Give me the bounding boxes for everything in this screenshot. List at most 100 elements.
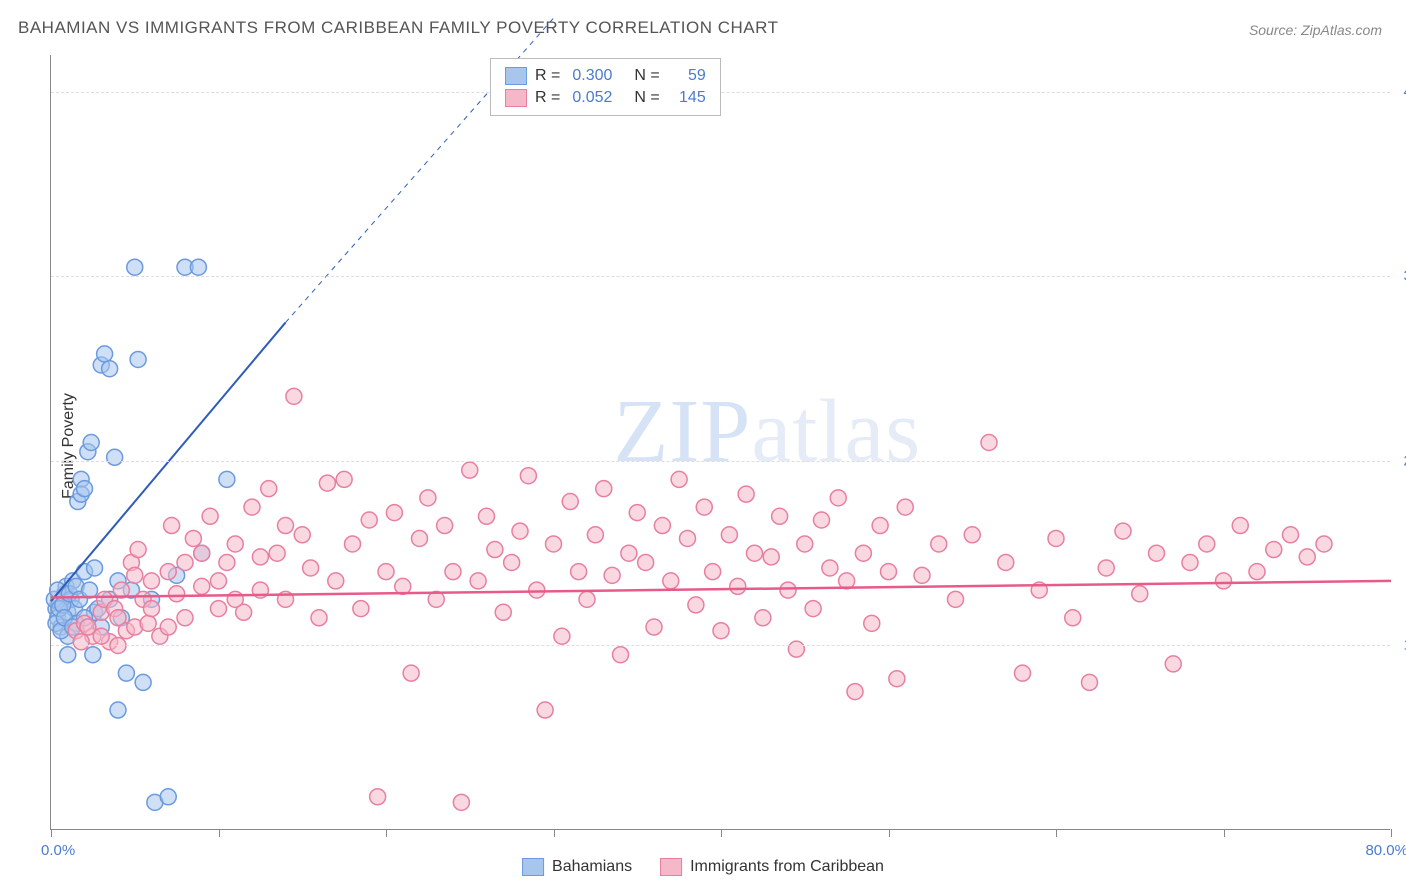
data-point (1115, 523, 1131, 539)
data-point (529, 582, 545, 598)
data-point (470, 573, 486, 589)
legend-series: Bahamians Immigrants from Caribbean (522, 858, 884, 876)
data-point (378, 564, 394, 580)
data-point (571, 564, 587, 580)
data-point (479, 508, 495, 524)
data-point (1132, 586, 1148, 602)
data-point (144, 573, 160, 589)
data-point (370, 789, 386, 805)
swatch-caribbean-bottom (660, 858, 682, 876)
x-tick (721, 829, 722, 837)
data-point (303, 560, 319, 576)
data-point (730, 578, 746, 594)
data-point (1165, 656, 1181, 672)
data-point (881, 564, 897, 580)
data-point (495, 604, 511, 620)
x-tick (1391, 829, 1392, 837)
data-point (1149, 545, 1165, 561)
n-value-caribbean: 145 (672, 89, 706, 107)
data-point (554, 628, 570, 644)
data-point (629, 505, 645, 521)
data-point (73, 634, 89, 650)
r-value-caribbean: 0.052 (572, 89, 612, 107)
data-point (202, 508, 218, 524)
data-point (160, 789, 176, 805)
data-point (107, 449, 123, 465)
data-point (328, 573, 344, 589)
data-point (1048, 530, 1064, 546)
x-tick (1224, 829, 1225, 837)
data-point (1065, 610, 1081, 626)
data-point (177, 610, 193, 626)
data-point (562, 494, 578, 510)
gridline-h (51, 461, 1390, 462)
data-point (830, 490, 846, 506)
data-point (1082, 674, 1098, 690)
r-label-2: R = (535, 89, 560, 107)
x-tick (1056, 829, 1057, 837)
data-point (403, 665, 419, 681)
data-point (269, 545, 285, 561)
data-point (194, 578, 210, 594)
data-point (77, 481, 93, 497)
data-point (127, 259, 143, 275)
data-point (345, 536, 361, 552)
data-point (1299, 549, 1315, 565)
data-point (889, 671, 905, 687)
data-point (211, 573, 227, 589)
data-point (1232, 518, 1248, 534)
data-point (914, 567, 930, 583)
data-point (110, 702, 126, 718)
data-point (160, 619, 176, 635)
data-point (1098, 560, 1114, 576)
data-point (361, 512, 377, 528)
data-point (252, 549, 268, 565)
data-point (194, 545, 210, 561)
data-point (140, 615, 156, 631)
data-point (680, 530, 696, 546)
x-tick (51, 829, 52, 837)
data-point (185, 530, 201, 546)
swatch-caribbean (505, 89, 527, 107)
data-point (311, 610, 327, 626)
data-point (211, 601, 227, 617)
n-label: N = (634, 67, 659, 85)
data-point (1283, 527, 1299, 543)
data-point (261, 481, 277, 497)
data-point (705, 564, 721, 580)
data-point (931, 536, 947, 552)
data-point (412, 530, 428, 546)
swatch-bahamians (505, 67, 527, 85)
x-tick (219, 829, 220, 837)
data-point (772, 508, 788, 524)
data-point (780, 582, 796, 598)
data-point (1316, 536, 1332, 552)
n-value-bahamians: 59 (672, 67, 706, 85)
data-point (671, 471, 687, 487)
data-point (596, 481, 612, 497)
data-point (127, 567, 143, 583)
data-point (437, 518, 453, 534)
data-point (864, 615, 880, 631)
data-point (814, 512, 830, 528)
data-point (227, 591, 243, 607)
data-point (453, 794, 469, 810)
data-point (219, 471, 235, 487)
swatch-bahamians-bottom (522, 858, 544, 876)
data-point (520, 468, 536, 484)
data-point (118, 665, 134, 681)
data-point (1249, 564, 1265, 580)
data-point (696, 499, 712, 515)
data-point (219, 554, 235, 570)
gridline-h (51, 645, 1390, 646)
x-label-max: 80.0% (1365, 842, 1406, 859)
data-point (319, 475, 335, 491)
x-tick (554, 829, 555, 837)
data-point (177, 554, 193, 570)
data-point (747, 545, 763, 561)
data-point (462, 462, 478, 478)
data-point (1216, 573, 1232, 589)
data-point (1015, 665, 1031, 681)
data-point (60, 647, 76, 663)
chart-svg (51, 55, 1390, 829)
